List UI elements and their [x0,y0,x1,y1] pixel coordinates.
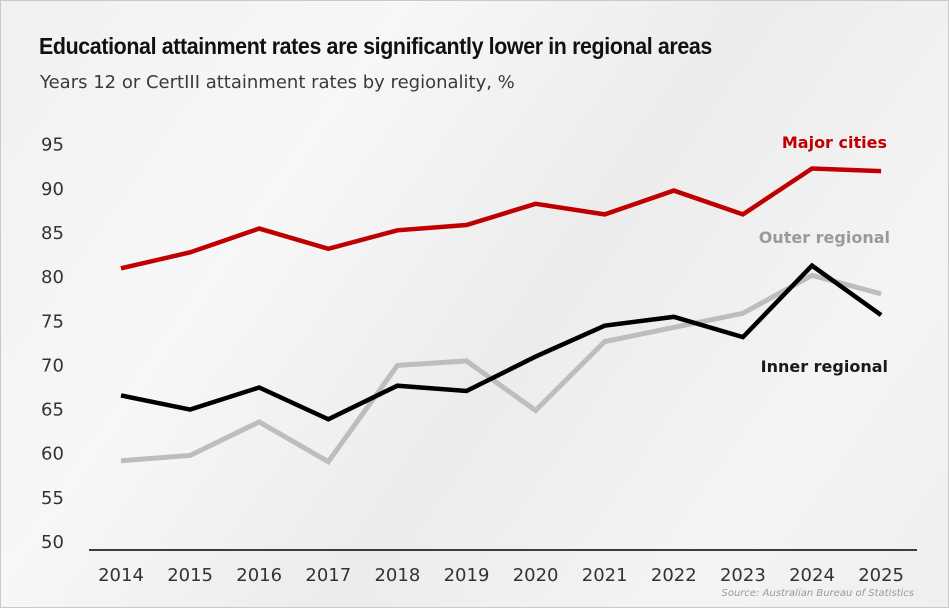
x-tick-label: 2020 [513,565,559,586]
x-tick-label: 2015 [167,565,213,586]
x-tick-label: 2022 [651,565,697,586]
x-tick-label: 2016 [236,565,282,586]
x-tick-label: 2019 [444,565,490,586]
x-tick-label: 2024 [789,565,835,586]
y-tick-label: 90 [41,179,64,200]
inner-regional-label: Inner regional [761,357,888,376]
chart-subtitle: Years 12 or CertIII attainment rates by … [40,72,515,93]
chart-title: Educational attainment rates are signifi… [39,33,712,59]
major-cities-line [120,166,882,271]
x-tick-label: 2014 [98,565,144,586]
series-lines [120,166,883,465]
x-tick-label: 2025 [858,565,904,586]
outer-regional-line [120,272,882,465]
y-axis-ticks: 50 55 60 65 70 75 80 85 90 95 [41,135,64,553]
x-tick-label: 2023 [720,565,766,586]
y-tick-label: 50 [41,532,64,553]
series-labels: Major cities Outer regional Inner regional [759,133,890,376]
x-tick-label: 2018 [374,565,420,586]
y-tick-label: 75 [41,311,64,332]
outer-regional-label: Outer regional [759,228,890,247]
y-tick-label: 95 [41,135,64,156]
major-cities-label: Major cities [782,133,887,152]
x-tick-label: 2021 [582,565,628,586]
y-tick-label: 70 [41,355,64,376]
y-tick-label: 60 [41,444,64,465]
x-tick-label: 2017 [305,565,351,586]
inner-regional-line [120,262,883,422]
y-tick-label: 85 [41,223,64,244]
source-note: Source: Australian Bureau of Statistics [721,588,915,599]
y-tick-label: 80 [41,267,64,288]
x-axis-ticks: 2014 2015 2016 2017 2018 2019 2020 2021 2022 2023… [98,565,904,586]
y-tick-label: 65 [41,400,64,421]
y-tick-label: 55 [41,488,64,509]
